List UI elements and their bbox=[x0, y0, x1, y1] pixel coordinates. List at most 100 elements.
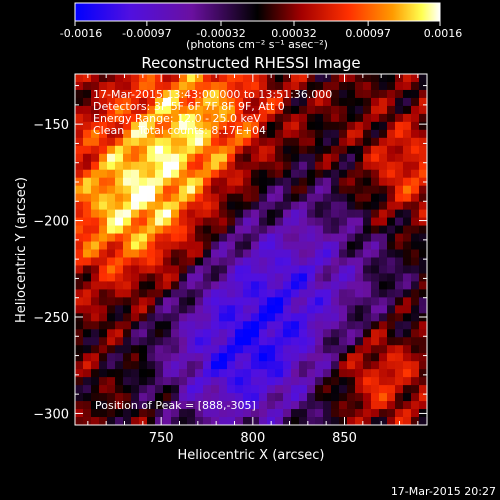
heatmap-cell bbox=[235, 361, 244, 370]
heatmap-cell bbox=[299, 161, 308, 171]
heatmap-cell bbox=[363, 185, 372, 195]
heatmap-cell bbox=[155, 377, 164, 386]
heatmap-cell bbox=[147, 137, 156, 147]
heatmap-cell bbox=[147, 129, 156, 139]
heatmap-cell bbox=[419, 257, 427, 267]
heatmap-cell bbox=[291, 241, 300, 251]
heatmap-cell bbox=[395, 121, 404, 131]
heatmap-cell bbox=[235, 313, 244, 322]
heatmap-cell bbox=[227, 177, 236, 187]
heatmap-cell bbox=[107, 417, 116, 425]
heatmap-cell bbox=[155, 265, 164, 275]
heatmap-cell bbox=[363, 201, 372, 211]
heatmap-cell bbox=[75, 209, 84, 219]
heatmap-cell bbox=[331, 153, 340, 163]
heatmap-cell bbox=[91, 113, 100, 123]
heatmap-cell bbox=[115, 345, 124, 354]
heatmap-cell bbox=[395, 297, 404, 306]
heatmap-cell bbox=[387, 74, 396, 83]
heatmap-cell bbox=[235, 409, 244, 418]
heatmap-cell bbox=[83, 281, 92, 290]
heatmap-cell bbox=[331, 385, 340, 394]
heatmap-cell bbox=[411, 185, 420, 195]
heatmap-cell bbox=[139, 209, 148, 219]
heatmap-cell bbox=[235, 225, 244, 235]
heatmap-cell bbox=[155, 361, 164, 370]
heatmap-cell bbox=[291, 345, 300, 354]
heatmap-cell bbox=[115, 137, 124, 147]
heatmap-cell bbox=[323, 137, 332, 147]
heatmap-cell bbox=[123, 105, 132, 115]
heatmap-cell bbox=[371, 153, 380, 163]
heatmap-cell bbox=[163, 369, 172, 378]
heatmap-cell bbox=[179, 201, 188, 211]
heatmap-cell bbox=[163, 337, 172, 346]
heatmap-cell bbox=[171, 121, 180, 131]
heatmap-cell bbox=[283, 265, 292, 275]
heatmap-cell bbox=[187, 169, 196, 179]
heatmap-cell bbox=[155, 313, 164, 322]
heatmap-cell bbox=[163, 97, 172, 107]
heatmap-cell bbox=[275, 401, 284, 410]
heatmap-cell bbox=[91, 329, 100, 338]
heatmap-cell bbox=[107, 257, 116, 267]
heatmap-cell bbox=[363, 393, 372, 402]
heatmap-cell bbox=[411, 177, 420, 187]
heatmap-cell bbox=[411, 273, 420, 283]
heatmap-cell bbox=[155, 385, 164, 394]
heatmap-cell bbox=[299, 305, 308, 314]
heatmap-cell bbox=[363, 273, 372, 283]
heatmap-cell bbox=[131, 209, 140, 219]
heatmap-cell bbox=[379, 353, 388, 362]
heatmap-cell bbox=[403, 153, 412, 163]
heatmap-cell bbox=[99, 105, 108, 115]
heatmap-cell bbox=[147, 281, 156, 290]
heatmap-cell bbox=[403, 169, 412, 179]
heatmap-cell bbox=[107, 297, 116, 306]
heatmap-cell bbox=[315, 129, 324, 139]
heatmap-cell bbox=[283, 105, 292, 115]
heatmap-cell bbox=[275, 393, 284, 402]
heatmap-cell bbox=[203, 353, 212, 362]
heatmap-cell bbox=[331, 361, 340, 370]
heatmap-cell bbox=[259, 129, 268, 139]
heatmap-cell bbox=[147, 145, 156, 155]
heatmap-cell bbox=[131, 169, 140, 179]
heatmap-cell bbox=[323, 369, 332, 378]
heatmap-cell bbox=[275, 345, 284, 354]
heatmap-cell bbox=[203, 289, 212, 298]
heatmap-cell bbox=[211, 337, 220, 346]
heatmap-cell bbox=[83, 233, 92, 243]
heatmap-cell bbox=[339, 145, 348, 155]
heatmap-cell bbox=[211, 289, 220, 298]
heatmap-cell bbox=[267, 313, 276, 322]
heatmap-cell bbox=[347, 137, 356, 147]
heatmap-cell bbox=[75, 401, 84, 410]
heatmap-cell bbox=[403, 145, 412, 155]
heatmap-cell bbox=[291, 313, 300, 322]
heatmap-cell bbox=[347, 417, 356, 425]
heatmap-cell bbox=[307, 177, 316, 187]
heatmap-cell bbox=[299, 385, 308, 394]
heatmap-cell bbox=[403, 313, 412, 322]
heatmap-cell bbox=[123, 89, 132, 99]
heatmap-cell bbox=[339, 369, 348, 378]
heatmap-cell bbox=[235, 161, 244, 171]
heatmap-cell bbox=[91, 145, 100, 155]
heatmap-cell bbox=[171, 289, 180, 298]
heatmap-cell bbox=[395, 345, 404, 354]
heatmap-cell bbox=[155, 81, 164, 91]
heatmap-cell bbox=[147, 177, 156, 187]
heatmap-cell bbox=[403, 377, 412, 386]
heatmap-cell bbox=[187, 345, 196, 354]
heatmap-cell bbox=[331, 97, 340, 107]
heatmap-cell bbox=[395, 105, 404, 115]
heatmap-cell bbox=[395, 377, 404, 386]
heatmap-cell bbox=[131, 153, 140, 163]
heatmap-cell bbox=[339, 257, 348, 267]
heatmap-cell bbox=[203, 201, 212, 211]
heatmap-cell bbox=[171, 369, 180, 378]
heatmap-cell bbox=[219, 273, 228, 283]
heatmap-cell bbox=[91, 281, 100, 290]
heatmap-cell bbox=[99, 409, 108, 418]
